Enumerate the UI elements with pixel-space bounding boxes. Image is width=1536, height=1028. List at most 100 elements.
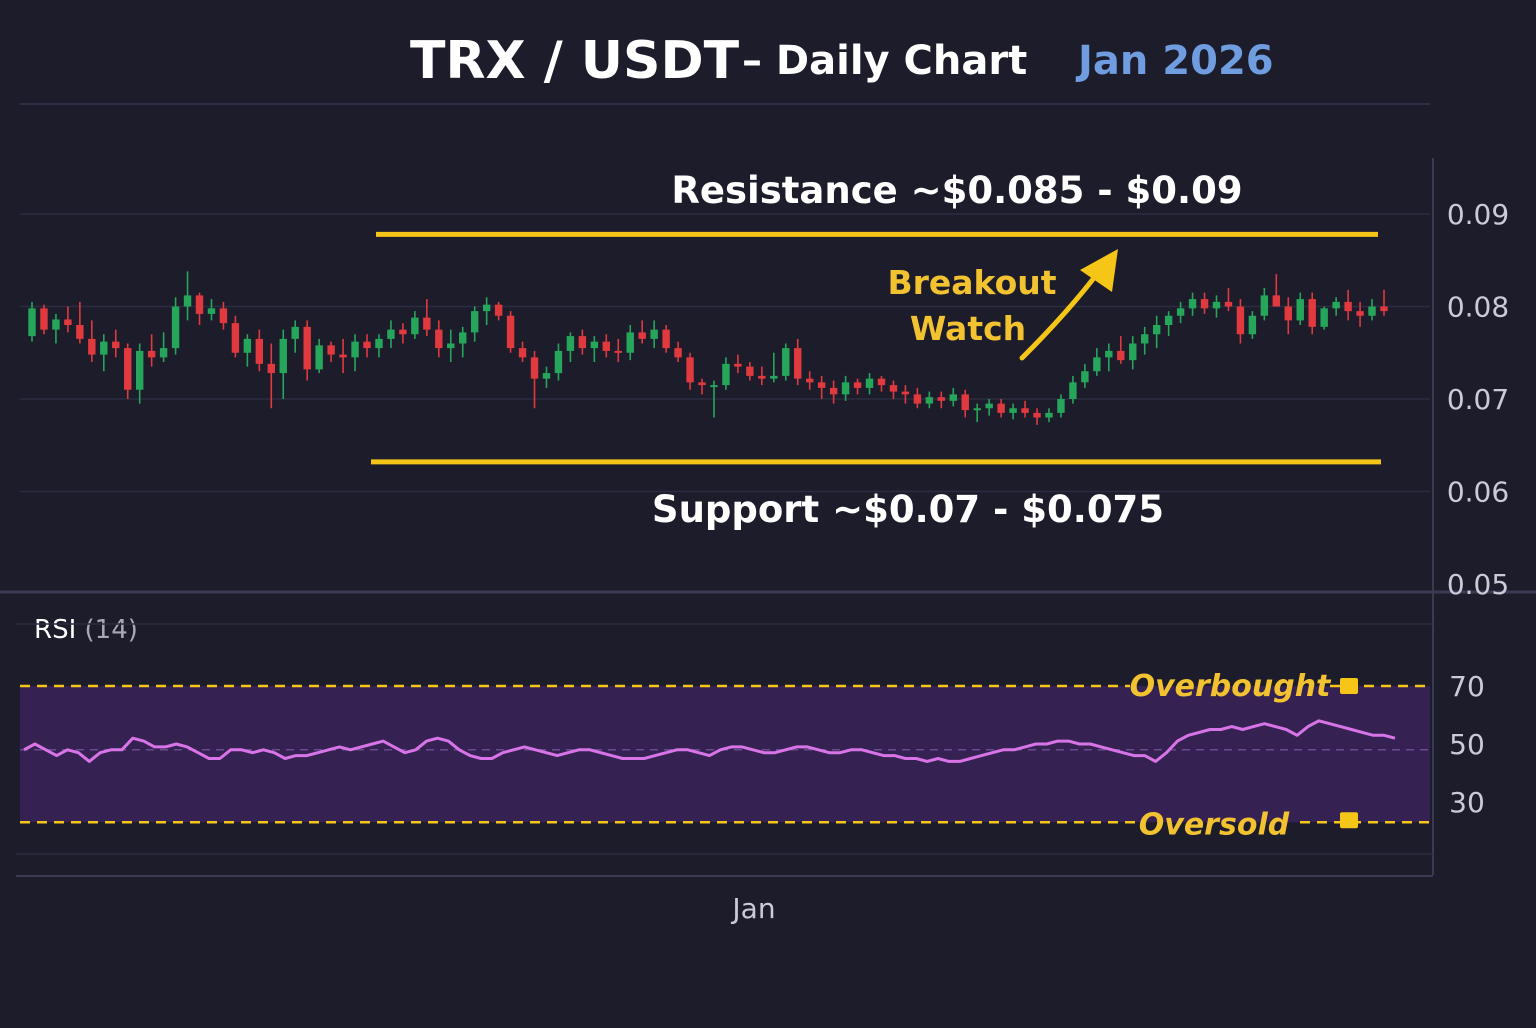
candle-body <box>255 338 264 364</box>
candle <box>279 329 287 399</box>
candle <box>135 343 144 404</box>
candle <box>985 399 993 416</box>
candle-body <box>997 403 1005 413</box>
candle-body <box>1033 412 1041 418</box>
candle <box>112 329 120 358</box>
resistance-label: Resistance ~$0.085 - $0.09 <box>671 169 1242 212</box>
price-y-tick-label: 0.07 <box>1447 383 1509 416</box>
candle-body <box>207 308 216 314</box>
candle <box>1021 400 1029 418</box>
candle-body <box>698 382 706 386</box>
candle <box>794 338 802 386</box>
candle-body <box>470 311 479 333</box>
candle-body <box>279 338 287 374</box>
candle-body <box>327 345 335 355</box>
candle-body <box>662 329 670 349</box>
candle <box>183 271 192 321</box>
candle-body <box>64 319 72 325</box>
candle <box>626 325 634 361</box>
candle <box>494 301 503 321</box>
overbought-marker <box>1340 678 1358 694</box>
candle-body <box>1164 315 1173 325</box>
candle <box>602 334 611 358</box>
candle <box>734 354 742 374</box>
candle <box>1188 292 1197 316</box>
candle <box>746 362 754 381</box>
candle <box>1272 274 1281 307</box>
rsi-neutral-zone <box>20 686 1430 823</box>
candle-body <box>40 308 48 330</box>
candle-body <box>1224 301 1233 307</box>
candle-body <box>231 323 240 353</box>
candle <box>1284 297 1292 335</box>
candle-body <box>267 363 276 374</box>
candle-body <box>1093 357 1101 372</box>
candle <box>1320 306 1328 330</box>
candle-body <box>243 338 252 353</box>
candle <box>770 352 778 383</box>
candle <box>865 373 874 395</box>
candle <box>1356 301 1364 327</box>
candle <box>291 320 299 353</box>
oversold-marker <box>1340 812 1358 829</box>
candle-body <box>1152 325 1161 335</box>
candle <box>303 320 311 381</box>
candle-body <box>1320 308 1328 327</box>
candle <box>817 375 826 399</box>
candle-body <box>399 329 407 335</box>
candle-body <box>734 363 742 367</box>
candle <box>1332 297 1340 316</box>
candle-body <box>387 329 395 339</box>
candle-body <box>578 336 587 349</box>
chart-title: TRX / USDT <box>410 31 740 91</box>
candle <box>1380 289 1388 316</box>
candle <box>1236 299 1245 344</box>
candle <box>207 299 216 321</box>
candle-body <box>303 326 311 370</box>
breakout-label-line1: Breakout <box>887 263 1056 302</box>
candle-body <box>1332 301 1340 309</box>
candle <box>889 380 898 399</box>
candle <box>315 338 323 374</box>
candle-body <box>351 341 359 358</box>
candle <box>841 375 850 401</box>
candle <box>1152 315 1161 349</box>
oversold-label: Oversold <box>1139 807 1290 842</box>
x-tick-label: Jan <box>730 892 775 925</box>
candle <box>901 385 910 404</box>
candle <box>387 320 395 349</box>
candle-body <box>1105 350 1113 358</box>
candle <box>88 320 96 362</box>
candle <box>267 343 276 409</box>
candle <box>1296 292 1304 325</box>
candle-body <box>112 341 120 349</box>
support-label: Support ~$0.07 - $0.075 <box>652 488 1164 531</box>
candle <box>459 326 467 358</box>
candle-body <box>1248 315 1257 335</box>
candle-body <box>1284 306 1292 321</box>
candle-body <box>710 385 718 388</box>
candle-body <box>459 332 467 344</box>
candle-body <box>494 304 503 316</box>
candle <box>243 334 252 367</box>
candle <box>674 341 682 362</box>
candle-body <box>949 394 957 401</box>
candle-body <box>1344 301 1352 312</box>
candle <box>339 338 347 374</box>
candle <box>482 297 491 325</box>
breakout-label-line2: Watch <box>910 309 1026 348</box>
candle <box>1212 295 1221 318</box>
candle-body <box>1129 343 1137 361</box>
candle-body <box>542 373 551 379</box>
candle <box>530 350 539 409</box>
candle-body <box>722 363 730 386</box>
candle-body <box>973 408 981 411</box>
candle-body <box>686 357 694 383</box>
candle-body <box>171 306 180 349</box>
candle <box>997 399 1005 418</box>
candle-body <box>1308 299 1316 327</box>
candle <box>64 306 72 333</box>
candle-body <box>1200 299 1209 309</box>
candle <box>758 366 766 386</box>
candle-body <box>219 308 228 324</box>
